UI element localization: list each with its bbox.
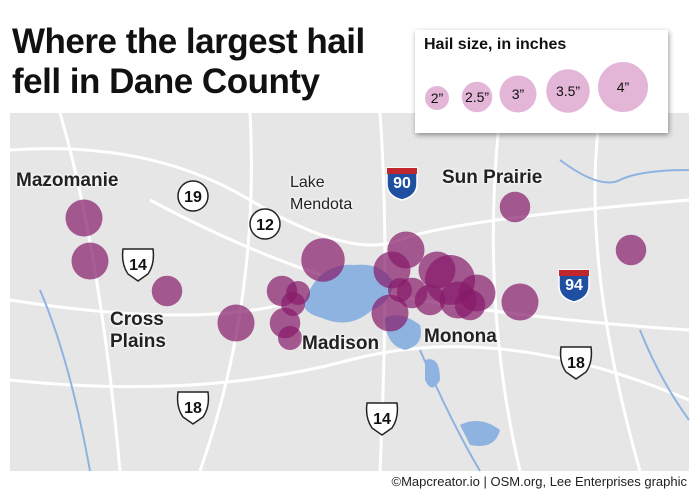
- hail-marker: [371, 294, 409, 332]
- hail-marker: [278, 326, 302, 350]
- place-label: Lake Mendota: [290, 174, 353, 213]
- legend-title: Hail size, in inches: [424, 36, 567, 53]
- hail-marker: [387, 231, 425, 269]
- hail-marker: [71, 242, 109, 280]
- place-label: Madison: [302, 333, 380, 354]
- hail-marker: [454, 289, 486, 321]
- legend-label: 3.5”: [556, 83, 580, 99]
- shield: [558, 269, 590, 303]
- legend-label: 2.5”: [465, 89, 489, 105]
- shield: [121, 248, 155, 282]
- road-number: 94: [565, 277, 583, 294]
- road-number: 14: [129, 257, 147, 274]
- rivers: [39, 159, 690, 472]
- shield: [177, 180, 209, 212]
- place-label: Mazomanie: [16, 170, 119, 191]
- road-number: 18: [567, 355, 585, 372]
- hail-marker: [151, 275, 183, 307]
- shield: [176, 391, 210, 425]
- shield-band: [559, 270, 589, 276]
- legend-label: 2”: [431, 90, 444, 106]
- place-label: Cross Plains: [110, 309, 166, 352]
- credit: ©Mapcreator.io | OSM.org, Lee Enterprise…: [391, 474, 687, 489]
- title: Where the largest hail fell in Dane Coun…: [12, 22, 365, 101]
- hail-marker: [65, 199, 103, 237]
- legend-label: 3”: [512, 86, 525, 102]
- legend-symbol: [425, 86, 449, 110]
- road-shields: 19 12 14 90 94 18 14 18: [121, 167, 593, 436]
- place-label: Sun Prairie: [442, 167, 543, 188]
- legend-symbol: [546, 69, 590, 113]
- road-number: 18: [184, 400, 202, 417]
- hail-marker: [301, 238, 345, 282]
- hail-marker: [217, 304, 255, 342]
- shield: [559, 346, 593, 380]
- road-number: 90: [393, 175, 411, 192]
- legend-symbol: [598, 62, 648, 112]
- hail-markers: [65, 191, 647, 350]
- hail-marker: [615, 234, 647, 266]
- shield: [386, 167, 418, 201]
- legend-symbol: [499, 75, 537, 113]
- shield: [365, 402, 399, 436]
- road-number: 12: [256, 217, 274, 234]
- legend-label: 4”: [617, 79, 630, 95]
- place-label: Monona: [424, 326, 497, 347]
- legend-symbol: [461, 81, 493, 113]
- shield: [249, 208, 281, 240]
- road-number: 19: [184, 189, 202, 206]
- road-number: 14: [373, 411, 391, 428]
- shield-band: [387, 168, 417, 174]
- hail-marker: [388, 278, 412, 302]
- hail-marker: [414, 284, 446, 316]
- hail-marker: [501, 283, 539, 321]
- hail-marker: [499, 191, 531, 223]
